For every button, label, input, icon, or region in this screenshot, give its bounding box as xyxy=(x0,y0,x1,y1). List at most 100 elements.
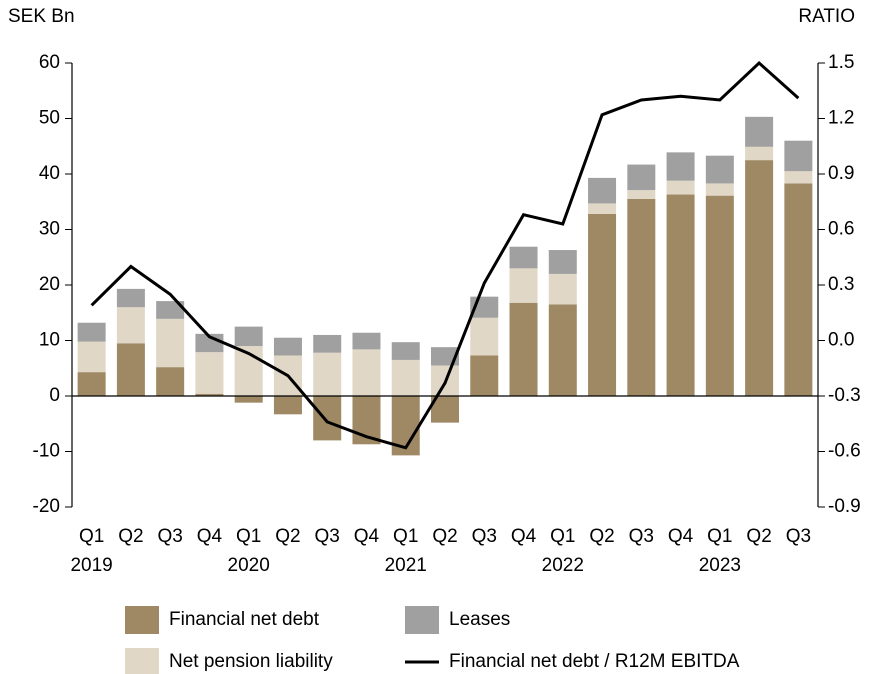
y-tick-label: 40 xyxy=(39,163,60,184)
x-year-label: 2020 xyxy=(228,555,270,576)
bar xyxy=(116,343,145,396)
bar xyxy=(313,396,342,441)
bar xyxy=(548,273,577,305)
bar xyxy=(273,337,302,356)
bar xyxy=(627,190,656,199)
bar xyxy=(745,116,774,147)
bar xyxy=(431,347,459,366)
y-tick-label: 50 xyxy=(39,108,60,129)
legend-swatch xyxy=(125,648,159,674)
x-tick-label: Q3 xyxy=(472,526,497,547)
bar xyxy=(588,177,617,204)
y2-tick-label: -0.3 xyxy=(828,385,861,406)
bar xyxy=(666,152,695,181)
bar xyxy=(77,372,106,396)
x-tick-label: Q4 xyxy=(511,526,537,547)
bar xyxy=(784,183,813,396)
x-tick-label: Q4 xyxy=(668,526,694,547)
y-tick-label: 10 xyxy=(39,330,60,351)
legend-label: Net pension liability xyxy=(169,651,333,672)
bar xyxy=(745,160,774,396)
y2-tick-label: 0.3 xyxy=(828,274,854,295)
bar xyxy=(470,317,499,356)
bar xyxy=(588,213,617,396)
bar xyxy=(666,180,695,195)
bar xyxy=(234,396,263,403)
bar xyxy=(156,367,185,396)
y-tick-label: -20 xyxy=(33,496,60,517)
x-tick-label: Q3 xyxy=(315,526,340,547)
bar xyxy=(745,146,774,161)
bar xyxy=(352,332,381,350)
x-tick-label: Q2 xyxy=(746,526,771,547)
y2-tick-label: -0.9 xyxy=(828,496,861,517)
legend-label: Financial net debt / R12M EBITDA xyxy=(449,651,740,672)
x-year-label: 2019 xyxy=(70,555,112,576)
x-tick-label: Q1 xyxy=(550,526,575,547)
ratio-line xyxy=(90,60,800,450)
x-tick-label: Q2 xyxy=(118,526,143,547)
y2-tick-label: 0.6 xyxy=(828,219,854,240)
y-tick-label: 30 xyxy=(39,219,60,240)
bar xyxy=(77,341,106,373)
bar xyxy=(509,302,538,396)
x-tick-label: Q1 xyxy=(236,526,261,547)
bar xyxy=(234,326,263,347)
bar xyxy=(705,155,734,184)
bar xyxy=(509,268,538,303)
bar xyxy=(195,352,224,394)
bar xyxy=(391,342,420,360)
bar xyxy=(784,171,813,184)
x-tick-label: Q4 xyxy=(354,526,380,547)
bar xyxy=(784,140,813,172)
y2-tick-label: -0.6 xyxy=(828,441,861,462)
bar xyxy=(273,396,302,415)
bar xyxy=(666,194,695,396)
legend-label: Leases xyxy=(449,609,510,630)
bar xyxy=(313,352,342,396)
x-tick-label: Q1 xyxy=(393,526,418,547)
x-tick-label: Q3 xyxy=(786,526,811,547)
bar xyxy=(77,322,106,342)
bar xyxy=(627,198,656,396)
y2-tick-label: 0.9 xyxy=(828,163,854,184)
bar xyxy=(705,183,734,196)
x-tick-label: Q2 xyxy=(275,526,300,547)
legend-swatch xyxy=(125,606,159,634)
bar xyxy=(195,393,224,396)
bar xyxy=(391,359,420,396)
y2-tick-label: 0.0 xyxy=(828,330,854,351)
x-tick-label: Q3 xyxy=(629,526,654,547)
bar xyxy=(705,195,734,396)
y-tick-label: 60 xyxy=(39,52,60,73)
bar xyxy=(470,355,499,396)
legend-label: Financial net debt xyxy=(169,609,320,630)
legend-swatch xyxy=(405,606,439,634)
bar xyxy=(116,307,145,344)
bar xyxy=(548,250,577,274)
y2-tick-label: 1.2 xyxy=(828,108,854,129)
y2-axis-label: RATIO xyxy=(798,6,855,27)
x-year-label: 2022 xyxy=(542,555,584,576)
bar xyxy=(352,349,381,396)
y-tick-label: 0 xyxy=(49,385,60,406)
x-tick-label: Q2 xyxy=(589,526,614,547)
x-tick-label: Q2 xyxy=(432,526,457,547)
x-tick-label: Q4 xyxy=(197,526,223,547)
x-tick-label: Q3 xyxy=(157,526,182,547)
y-tick-label: -10 xyxy=(33,441,60,462)
bar xyxy=(156,301,185,319)
bar xyxy=(548,304,577,396)
x-year-label: 2021 xyxy=(385,555,427,576)
y-axis-label: SEK Bn xyxy=(8,6,75,27)
bar xyxy=(509,246,538,269)
y2-tick-label: 1.5 xyxy=(828,52,854,73)
x-year-label: 2023 xyxy=(699,555,741,576)
x-tick-label: Q1 xyxy=(707,526,732,547)
bar xyxy=(627,164,656,191)
y-tick-label: 20 xyxy=(39,274,60,295)
bar xyxy=(116,288,145,308)
bar xyxy=(313,334,342,353)
bar xyxy=(156,318,185,368)
